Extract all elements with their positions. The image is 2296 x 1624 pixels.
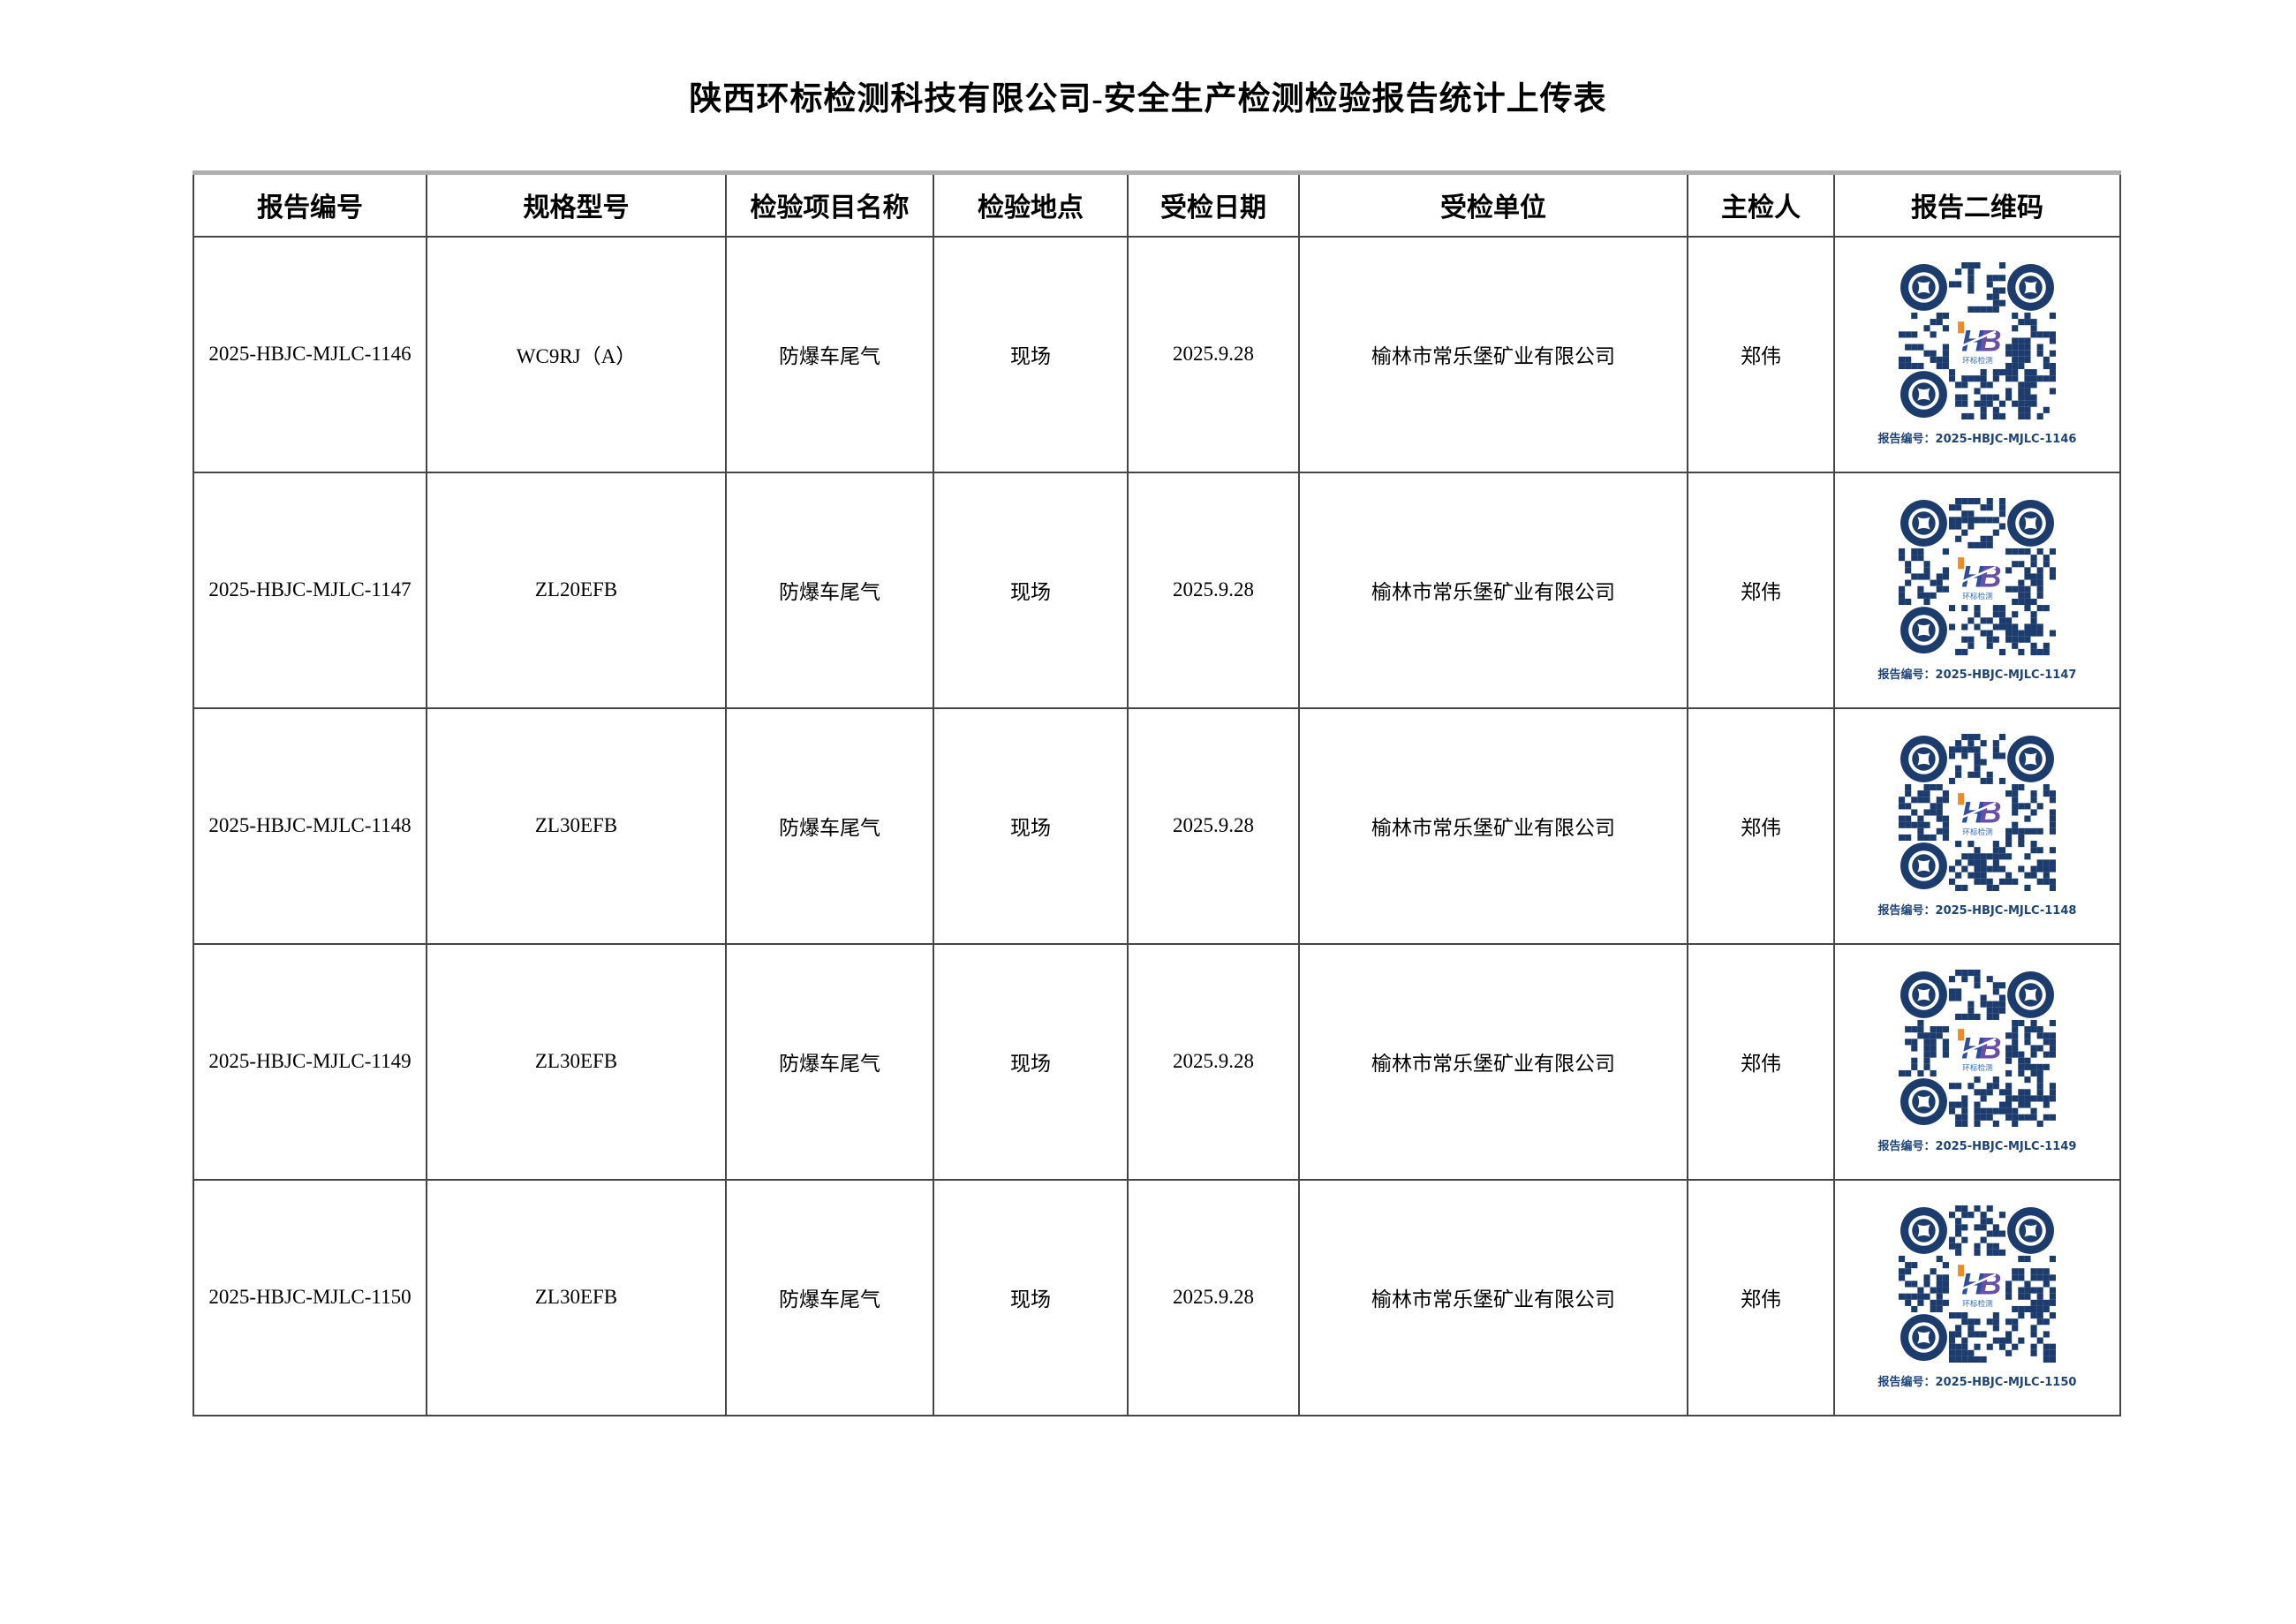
column-header-5: 受检单位: [1298, 171, 1688, 238]
cell-inspector: 郑伟: [1687, 942, 1835, 1181]
qr-caption: 报告编号：2025-HBJC-MJLC-1149: [1877, 1140, 2077, 1153]
cell-model: ZL30EFB: [426, 1178, 727, 1416]
qr-caption: 报告编号：2025-HBJC-MJLC-1150: [1877, 1376, 2077, 1389]
column-header-6: 主检人: [1687, 171, 1835, 238]
svg-text:B: B: [1980, 561, 2002, 594]
cell-date: 2025.9.28: [1127, 1178, 1300, 1416]
cell-report-no: 2025-HBJC-MJLC-1150: [193, 1178, 427, 1416]
cell-inspector: 郑伟: [1687, 1178, 1835, 1416]
cell-inspector: 郑伟: [1687, 471, 1835, 709]
qr-code-block: HB环标检测 报告编号：2025-HBJC-MJLC-1150: [1836, 1205, 2119, 1389]
svg-text:B: B: [1980, 1268, 2002, 1302]
svg-text:环标检测: 环标检测: [1962, 1062, 1993, 1072]
table-row: 2025-HBJC-MJLC-1146 WC9RJ（A） 防爆车尾气 现场 20…: [193, 235, 2121, 473]
svg-text:B: B: [1980, 797, 2002, 830]
qr-code-block: HB环标检测 报告编号：2025-HBJC-MJLC-1149: [1836, 970, 2119, 1153]
cell-report-no: 2025-HBJC-MJLC-1148: [193, 706, 427, 945]
cell-project-name: 防爆车尾气: [725, 706, 934, 945]
cell-model: WC9RJ（A）: [426, 235, 727, 473]
page-title: 陕西环标检测科技有限公司-安全生产检测检验报告统计上传表: [689, 81, 1607, 117]
cell-unit: 榆林市常乐堡矿业有限公司: [1298, 471, 1688, 709]
column-header-2: 检验项目名称: [725, 171, 934, 238]
table-header-row: 报告编号 规格型号 检验项目名称 检验地点 受检日期 受检单位 主检人 报告二维码: [193, 171, 2121, 238]
cell-unit: 榆林市常乐堡矿业有限公司: [1298, 706, 1688, 945]
cell-unit: 榆林市常乐堡矿业有限公司: [1298, 1178, 1688, 1416]
qr-code-block: HB环标检测 报告编号：2025-HBJC-MJLC-1147: [1836, 498, 2119, 682]
cell-date: 2025.9.28: [1127, 235, 1300, 473]
table-row: 2025-HBJC-MJLC-1149 ZL30EFB 防爆车尾气 现场 202…: [193, 942, 2121, 1181]
cell-date: 2025.9.28: [1127, 706, 1300, 945]
svg-text:环标检测: 环标检测: [1962, 1298, 1993, 1308]
cell-date: 2025.9.28: [1127, 942, 1300, 1181]
qr-code-image: HB环标检测: [1899, 970, 2056, 1127]
qr-code-image: HB环标检测: [1899, 262, 2056, 419]
table-body: 2025-HBJC-MJLC-1146 WC9RJ（A） 防爆车尾气 现场 20…: [193, 235, 2121, 1416]
cell-unit: 榆林市常乐堡矿业有限公司: [1298, 235, 1688, 473]
column-header-0: 报告编号: [193, 171, 427, 238]
cell-location: 现场: [933, 235, 1129, 473]
column-header-1: 规格型号: [426, 171, 727, 238]
cell-report-no: 2025-HBJC-MJLC-1149: [193, 942, 427, 1181]
table-row: 2025-HBJC-MJLC-1148 ZL30EFB 防爆车尾气 现场 202…: [193, 706, 2121, 945]
qr-caption: 报告编号：2025-HBJC-MJLC-1146: [1877, 433, 2077, 446]
qr-caption: 报告编号：2025-HBJC-MJLC-1148: [1877, 904, 2077, 918]
cell-qr: HB环标检测 报告编号：2025-HBJC-MJLC-1148: [1833, 706, 2121, 945]
cell-model: ZL30EFB: [426, 706, 727, 945]
cell-qr: HB环标检测 报告编号：2025-HBJC-MJLC-1149: [1833, 942, 2121, 1181]
cell-inspector: 郑伟: [1687, 706, 1835, 945]
svg-text:环标检测: 环标检测: [1962, 827, 1993, 836]
cell-qr: HB环标检测 报告编号：2025-HBJC-MJLC-1147: [1833, 471, 2121, 709]
svg-text:B: B: [1980, 1032, 2002, 1066]
document-page: 陕西环标检测科技有限公司-安全生产检测检验报告统计上传表 报告编号 规格型号 检验项…: [193, 81, 2121, 1416]
qr-code-image: HB环标检测: [1899, 734, 2056, 891]
cell-location: 现场: [933, 1178, 1129, 1416]
cell-project-name: 防爆车尾气: [725, 235, 934, 473]
cell-report-no: 2025-HBJC-MJLC-1147: [193, 471, 427, 709]
cell-date: 2025.9.28: [1127, 471, 1300, 709]
column-header-7: 报告二维码: [1833, 171, 2121, 238]
cell-qr: HB环标检测 报告编号：2025-HBJC-MJLC-1150: [1833, 1178, 2121, 1416]
qr-code-image: HB环标检测: [1899, 1205, 2056, 1363]
table-row: 2025-HBJC-MJLC-1150 ZL30EFB 防爆车尾气 现场 202…: [193, 1178, 2121, 1416]
cell-unit: 榆林市常乐堡矿业有限公司: [1298, 942, 1688, 1181]
report-table: 报告编号 规格型号 检验项目名称 检验地点 受检日期 受检单位 主检人 报告二维码 2025-…: [193, 170, 2121, 1416]
cell-location: 现场: [933, 471, 1129, 709]
cell-project-name: 防爆车尾气: [725, 942, 934, 1181]
qr-code-block: HB环标检测 报告编号：2025-HBJC-MJLC-1146: [1836, 262, 2119, 446]
svg-text:B: B: [1980, 325, 2002, 359]
qr-code-image: HB环标检测: [1899, 498, 2056, 655]
cell-location: 现场: [933, 942, 1129, 1181]
cell-location: 现场: [933, 706, 1129, 945]
qr-code-block: HB环标检测 报告编号：2025-HBJC-MJLC-1148: [1836, 734, 2119, 918]
table-row: 2025-HBJC-MJLC-1147 ZL20EFB 防爆车尾气 现场 202…: [193, 471, 2121, 709]
column-header-4: 受检日期: [1127, 171, 1300, 238]
cell-qr: HB环标检测 报告编号：2025-HBJC-MJLC-1146: [1833, 235, 2121, 473]
cell-project-name: 防爆车尾气: [725, 1178, 934, 1416]
cell-report-no: 2025-HBJC-MJLC-1146: [193, 235, 427, 473]
cell-project-name: 防爆车尾气: [725, 471, 934, 709]
svg-text:环标检测: 环标检测: [1962, 591, 1993, 601]
svg-text:环标检测: 环标检测: [1962, 355, 1993, 365]
cell-model: ZL20EFB: [426, 471, 727, 709]
cell-inspector: 郑伟: [1687, 235, 1835, 473]
qr-caption: 报告编号：2025-HBJC-MJLC-1147: [1877, 668, 2077, 682]
cell-model: ZL30EFB: [426, 942, 727, 1181]
column-header-3: 检验地点: [933, 171, 1129, 238]
